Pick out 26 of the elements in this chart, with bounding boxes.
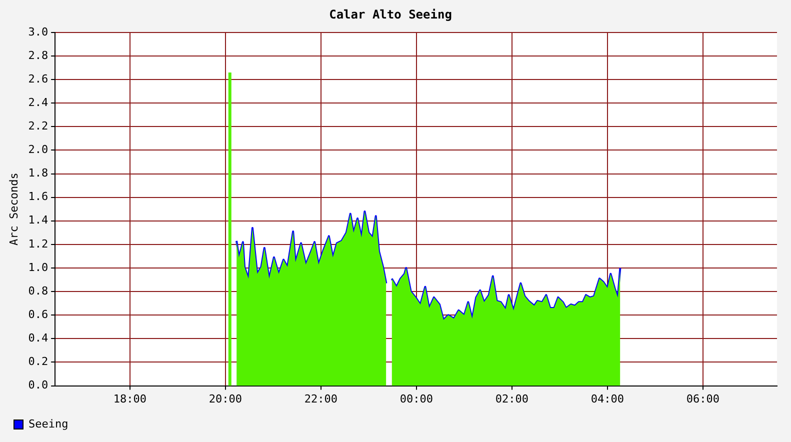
y-tick-label: 1.2 <box>28 237 48 250</box>
y-tick-label: 3.0 <box>28 25 48 38</box>
x-tick-label: 04:00 <box>590 392 624 406</box>
y-tick-label: 0.6 <box>28 308 48 321</box>
chart-title: Calar Alto Seeing <box>329 7 452 22</box>
y-tick-label: 0.0 <box>28 378 48 392</box>
y-tick-label: 2.8 <box>28 48 48 62</box>
y-tick-label: 0.2 <box>28 355 48 368</box>
y-tick-label: 1.6 <box>28 190 48 204</box>
x-tick-label: 20:00 <box>208 392 242 406</box>
y-tick-label: 1.0 <box>28 260 48 274</box>
y-tick-label: 2.0 <box>28 143 48 156</box>
y-tick-label: 1.8 <box>28 166 48 180</box>
legend-label: Seeing <box>28 417 68 430</box>
x-tick-label: 06:00 <box>686 392 720 406</box>
y-tick-label: 2.4 <box>28 96 48 109</box>
x-tick-label: 02:00 <box>495 392 529 406</box>
x-tick-label: 00:00 <box>400 392 433 406</box>
x-tick-label: 22:00 <box>304 392 338 406</box>
x-tick-label: 18:00 <box>113 392 146 406</box>
y-tick-label: 0.4 <box>28 332 48 345</box>
y-tick-label: 0.8 <box>28 284 48 298</box>
y-tick-label: 2.2 <box>28 120 48 132</box>
y-tick-label: 1.4 <box>28 214 48 227</box>
y-axis-title: Arc Seconds <box>7 172 20 246</box>
y-tick-label: 2.6 <box>28 72 48 86</box>
